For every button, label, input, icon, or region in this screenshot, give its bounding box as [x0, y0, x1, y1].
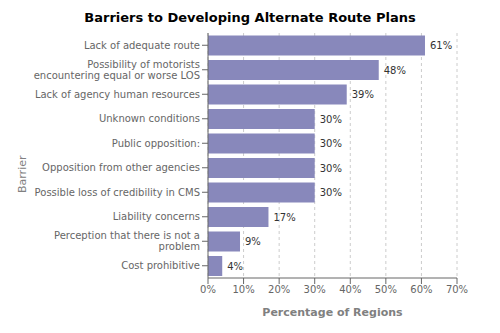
svg-text:Unknown conditions: Unknown conditions [99, 113, 200, 124]
svg-text:39%: 39% [352, 89, 374, 100]
svg-text:Possibility of motoristsencoun: Possibility of motoristsencountering equ… [34, 59, 200, 81]
svg-text:Lack of agency human resources: Lack of agency human resources [35, 89, 200, 100]
svg-text:40%: 40% [339, 284, 361, 295]
svg-text:Barrier: Barrier [16, 155, 29, 193]
svg-text:Cost prohibitive: Cost prohibitive [121, 260, 200, 271]
svg-text:48%: 48% [384, 65, 406, 76]
svg-text:50%: 50% [375, 284, 397, 295]
svg-text:0%: 0% [200, 284, 216, 295]
svg-text:30%: 30% [320, 163, 342, 174]
svg-text:Opposition from other agencies: Opposition from other agencies [42, 162, 200, 173]
svg-text:30%: 30% [304, 284, 326, 295]
svg-text:30%: 30% [320, 114, 342, 125]
svg-text:10%: 10% [232, 284, 254, 295]
svg-text:Lack of adequate route: Lack of adequate route [84, 40, 200, 51]
svg-text:61%: 61% [430, 40, 452, 51]
svg-text:Perception that there is not a: Perception that there is not aproblem [54, 230, 200, 252]
svg-text:Public opposition:: Public opposition: [112, 138, 200, 149]
html-text:Barriers to Developing Alterna: Barriers to Developing Alternate Route P… [84, 10, 416, 25]
svg-text:70%: 70% [446, 284, 468, 295]
svg-text:9%: 9% [245, 236, 261, 247]
svg-text:4%: 4% [227, 261, 243, 272]
svg-text:60%: 60% [410, 284, 432, 295]
svg-text:Liability concerns: Liability concerns [113, 211, 200, 222]
svg-text:30%: 30% [320, 138, 342, 149]
svg-text:17%: 17% [273, 212, 295, 223]
svg-text:Percentage of Regions: Percentage of Regions [262, 306, 403, 319]
svg-text:30%: 30% [320, 187, 342, 198]
svg-text:20%: 20% [268, 284, 290, 295]
svg-text:Possible loss of credibility i: Possible loss of credibility in CMS [35, 187, 200, 198]
